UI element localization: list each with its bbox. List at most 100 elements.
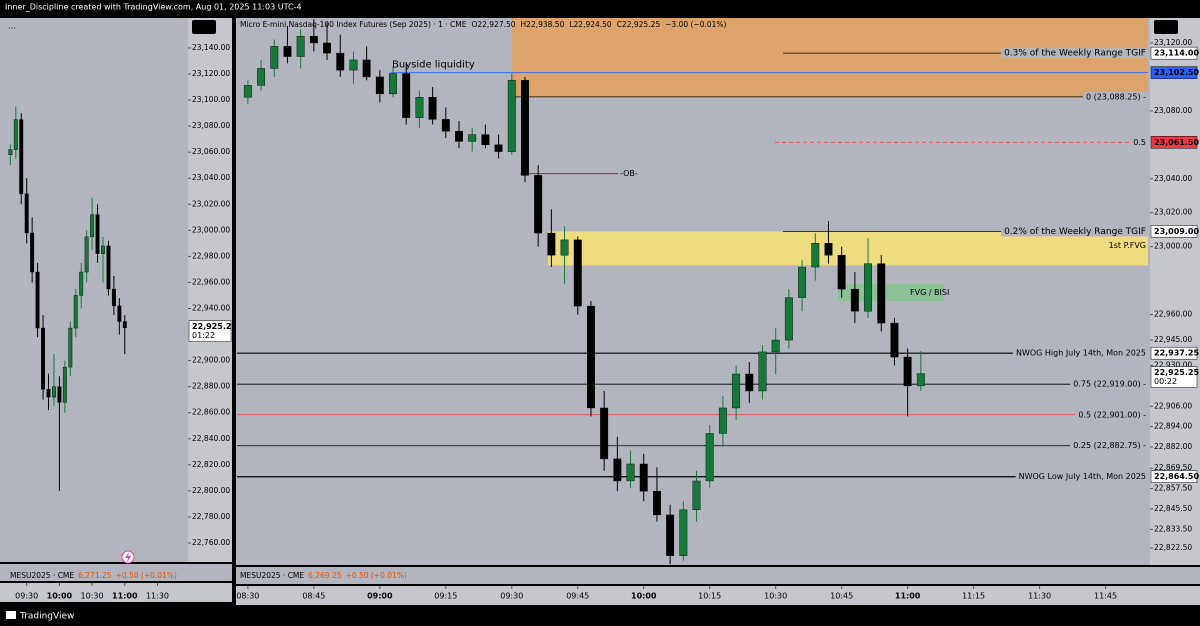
candle-body	[494, 144, 503, 152]
level-label: NWOG High July 14th, Mon 2025	[1016, 349, 1146, 358]
time-axis	[236, 586, 1200, 605]
y-tick-label: 22,869.50	[1154, 463, 1192, 472]
candle-body	[481, 134, 490, 146]
price-box	[1150, 136, 1198, 149]
x-tick-label: 10:00	[631, 592, 657, 601]
time-axis	[0, 583, 232, 602]
level-label: 0.3% of the Weekly Range TGIF	[1004, 49, 1146, 59]
ohlc-readout: −3.00 (−0.01%)	[665, 20, 726, 29]
x-tick-label: 09:00	[367, 592, 393, 601]
footer-brand: TradingView	[19, 612, 74, 622]
ohlc-readout: H22,938.50	[521, 20, 565, 29]
y-tick-label: 22,900.00	[192, 356, 230, 365]
level-label: -OB-	[620, 169, 638, 178]
candle-body	[560, 239, 569, 256]
candle-body	[771, 339, 780, 353]
y-tick-label: 22,880.00	[192, 382, 230, 391]
y-tick-label: 23,080.00	[192, 121, 230, 130]
price-box	[1150, 46, 1198, 60]
candle-body	[507, 80, 516, 152]
candle-body	[864, 263, 873, 312]
zone-label: FVG / BISI	[910, 288, 949, 297]
price-box	[1150, 346, 1198, 360]
candle-body	[309, 35, 318, 44]
y-tick-label: 22,833.50	[1154, 524, 1192, 533]
x-tick-label: 11:30	[1028, 592, 1051, 601]
currency: USD	[1158, 23, 1175, 32]
candle-body	[613, 458, 622, 482]
candle-body	[547, 232, 556, 256]
candle-body	[362, 59, 371, 78]
price-box	[1150, 470, 1198, 483]
y-tick-label: 23,000.00	[192, 225, 230, 234]
candle-body	[122, 321, 127, 328]
ohlc-readout: L22,924.50	[569, 20, 612, 29]
y-tick-label: 22,822.50	[1154, 543, 1192, 552]
candle-body	[73, 295, 78, 329]
footer-logo	[6, 611, 16, 619]
y-tick-label: 22,940.00	[192, 303, 230, 312]
x-tick-label: 09:30	[15, 592, 38, 601]
candle-body	[718, 407, 727, 434]
y-tick-label: 23,120.00	[1154, 38, 1192, 47]
zone-label: 1st P.FVG	[1109, 241, 1146, 250]
candle-body	[652, 490, 661, 516]
level-label-bg	[1012, 348, 1149, 359]
countdown: 00:22	[1154, 377, 1177, 386]
y-tick-label: 23,020.00	[1154, 208, 1192, 217]
header-title: Inner_Discipline created with TradingVie…	[5, 3, 302, 12]
candle-body	[46, 389, 51, 398]
status-change: +0.50 (+0.01%)	[116, 571, 177, 580]
candle-body	[51, 386, 56, 398]
x-tick-label: 09:45	[566, 592, 589, 601]
info-bar	[0, 564, 232, 581]
chart-pane: 1st P.FVG FVG / BISI 0.3% of the Weekly Ra…	[236, 18, 1200, 605]
candle-body	[877, 263, 886, 324]
level-label: Buyside liquidity	[392, 60, 475, 71]
plot-area	[8, 106, 127, 491]
price-box-label: 22,937.25	[1154, 349, 1199, 358]
y-tick-label: 22,894.00	[1154, 422, 1192, 431]
candle-body	[639, 463, 648, 492]
y-tick-label: 22,780.00	[192, 512, 230, 521]
x-tick-label: 11:00	[112, 592, 138, 601]
level-label-bg	[1075, 409, 1149, 420]
candle-body	[95, 214, 100, 254]
x-tick-label: 09:15	[434, 592, 457, 601]
ohlc-readout: O22,927.50	[471, 20, 515, 29]
y-tick-label: 23,100.00	[192, 95, 230, 104]
plot-background	[236, 18, 1150, 565]
current-price: 22,925.25	[1154, 368, 1199, 377]
candle-body	[784, 297, 793, 341]
zone	[548, 231, 1148, 266]
x-tick-label: 11:45	[1094, 592, 1117, 601]
y-tick-label: 22,945.00	[1154, 335, 1192, 344]
x-tick-label: 10:45	[830, 592, 853, 601]
candle-body	[824, 243, 833, 256]
currency-box	[192, 20, 216, 34]
ohlc-readout: C22,925.25	[617, 20, 661, 29]
y-tick-label: 22,882.00	[1154, 442, 1192, 451]
panes: 23,140.00 23,120.00 23,100.00 23,080.00 23,0…	[0, 18, 1200, 605]
price-box-label: 23,061.50	[1154, 138, 1199, 147]
y-tick-label: 23,040.00	[1154, 174, 1192, 183]
x-tick-label: 10:30	[81, 592, 104, 601]
candle-body	[745, 373, 754, 392]
candle-body	[62, 366, 67, 403]
price-box-label: 22,864.50	[1154, 472, 1199, 481]
candle-body	[732, 373, 741, 409]
candle-body	[850, 288, 859, 312]
candle-body	[916, 373, 925, 387]
candle-body	[798, 266, 807, 298]
candle-body	[428, 97, 437, 120]
y-tick-label: 22,960.00	[192, 277, 230, 286]
candle-body	[13, 119, 18, 150]
candle-body	[24, 193, 29, 234]
candle-body	[8, 149, 13, 155]
price-box-label: 23,114.00	[1154, 49, 1199, 58]
lightning-icon	[121, 550, 135, 564]
candle-body	[84, 236, 89, 273]
candle-body	[349, 59, 358, 71]
candle-body	[41, 327, 45, 390]
